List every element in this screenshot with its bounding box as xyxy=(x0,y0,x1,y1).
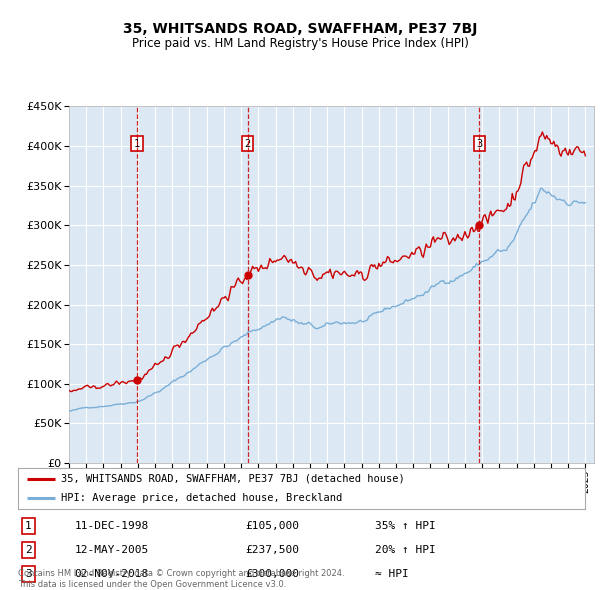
Text: ≈ HPI: ≈ HPI xyxy=(375,569,409,579)
Text: £237,500: £237,500 xyxy=(245,545,299,555)
Text: HPI: Average price, detached house, Breckland: HPI: Average price, detached house, Brec… xyxy=(61,493,342,503)
Text: 3: 3 xyxy=(476,139,482,149)
Text: 11-DEC-1998: 11-DEC-1998 xyxy=(75,521,149,531)
Text: Contains HM Land Registry data © Crown copyright and database right 2024.
This d: Contains HM Land Registry data © Crown c… xyxy=(18,569,344,589)
Text: 35% ↑ HPI: 35% ↑ HPI xyxy=(375,521,436,531)
Text: 02-NOV-2018: 02-NOV-2018 xyxy=(75,569,149,579)
Text: 35, WHITSANDS ROAD, SWAFFHAM, PE37 7BJ: 35, WHITSANDS ROAD, SWAFFHAM, PE37 7BJ xyxy=(123,22,477,37)
Text: 12-MAY-2005: 12-MAY-2005 xyxy=(75,545,149,555)
Text: 2: 2 xyxy=(244,139,251,149)
Text: 20% ↑ HPI: 20% ↑ HPI xyxy=(375,545,436,555)
Text: Price paid vs. HM Land Registry's House Price Index (HPI): Price paid vs. HM Land Registry's House … xyxy=(131,37,469,50)
Text: 35, WHITSANDS ROAD, SWAFFHAM, PE37 7BJ (detached house): 35, WHITSANDS ROAD, SWAFFHAM, PE37 7BJ (… xyxy=(61,474,404,484)
Text: £105,000: £105,000 xyxy=(245,521,299,531)
Text: 3: 3 xyxy=(25,569,32,579)
Text: 1: 1 xyxy=(25,521,32,531)
Text: £300,000: £300,000 xyxy=(245,569,299,579)
Text: 1: 1 xyxy=(134,139,140,149)
Text: 2: 2 xyxy=(25,545,32,555)
